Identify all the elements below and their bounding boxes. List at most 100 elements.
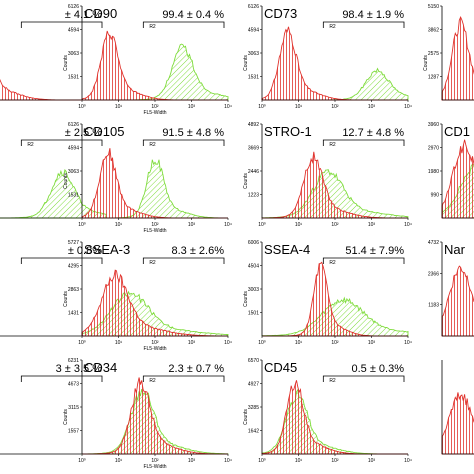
y-tick-label: 4594 [68, 28, 79, 34]
x-tick-label: 10⁴ [224, 458, 232, 464]
y-tick-label: 4594 [68, 146, 79, 152]
x-tick-label: 10⁰ [258, 222, 266, 228]
y-tick-label: 3063 [248, 51, 259, 57]
y-tick-label: 6570 [248, 358, 259, 364]
x-tick-label: 10⁴ [224, 340, 232, 346]
x-tick-label: 10¹ [115, 222, 123, 228]
y-tick-label: 3003 [248, 287, 259, 293]
x-axis-label: FL5-Width [143, 110, 166, 116]
x-tick-label: 10³ [188, 458, 196, 464]
x-tick-label: 10³ [368, 458, 376, 464]
x-tick-label: 10¹ [115, 458, 123, 464]
x-tick-label: 10⁰ [258, 340, 266, 346]
positive-percentage: 3 ± 3.5 % [56, 363, 103, 375]
gate-bracket [322, 375, 405, 382]
x-tick-label: 10³ [368, 340, 376, 346]
y-tick-label: 2575 [428, 51, 439, 57]
histogram-panel: 6126 4594 3063 1531 10⁰ 10¹ 10² 10³ 10⁴ Counts FL5… [63, 122, 232, 234]
positive-percentage: 2.3 ± 0.7 % [168, 363, 224, 375]
y-tick-label: 3063 [68, 51, 79, 57]
x-tick-label: 10⁰ [78, 222, 86, 228]
x-tick-label: 10⁴ [224, 222, 232, 228]
y-axis-label: Counts [63, 173, 69, 189]
y-tick-label: 3115 [68, 405, 79, 411]
positive-percentage: ± 0.8% [68, 245, 102, 257]
x-tick-label: 10² [331, 222, 339, 228]
x-axis-label: FL5-Width [143, 228, 166, 234]
y-tick-label: 1287 [428, 75, 439, 81]
x-axis-label: FL5-Width [143, 346, 166, 352]
positive-percentage: 8.3 ± 2.6% [171, 245, 224, 257]
marker-name: SSEA-3 [84, 242, 130, 257]
isotype-control-histogram [261, 296, 409, 337]
positive-percentage: ± 4.1 % [65, 9, 102, 21]
x-tick-label: 10² [331, 104, 339, 110]
x-tick-label: 10² [331, 340, 339, 346]
y-tick-label: 3063 [68, 169, 79, 175]
x-tick-label: 10⁴ [404, 458, 412, 464]
y-tick-label: 990 [431, 193, 440, 199]
x-tick-label: 10¹ [115, 104, 123, 110]
y-axis-label: Counts [243, 409, 249, 425]
y-axis-label: Counts [63, 291, 69, 307]
histogram-panel: 6126 4594 3063 1531 10⁰ 10¹ 10² 10³ 10⁴ Counts FL5… [63, 4, 232, 116]
y-tick-label: 1501 [248, 311, 259, 317]
gate-bracket [142, 375, 225, 382]
gate-label: R2 [329, 142, 336, 148]
gate-bracket [142, 139, 225, 146]
gate-bracket [142, 257, 225, 264]
marker-name: Nar [444, 242, 466, 257]
gate-bracket [20, 21, 103, 28]
marker-histogram [261, 380, 408, 455]
y-tick-label: 6126 [68, 4, 79, 10]
positive-percentage: 99.4 ± 0.4 % [162, 9, 224, 21]
marker-histogram [441, 139, 474, 219]
x-tick-label: 10³ [188, 104, 196, 110]
y-tick-label: 3285 [248, 405, 259, 411]
gate-bracket [20, 139, 103, 146]
x-tick-label: 10⁴ [404, 222, 412, 228]
marker-histogram [441, 15, 474, 101]
y-axis-label: Counts [423, 55, 429, 71]
histogram-panel: 3960 2970 1980 990 CD1 [428, 122, 474, 219]
marker-name: CD90 [84, 6, 117, 21]
y-tick-label: 1431 [68, 311, 79, 317]
histogram-panel: 5150 3862 2575 1287 Counts [423, 4, 474, 101]
gate-label: R2 [329, 260, 336, 266]
gate-label: R2 [149, 142, 156, 148]
x-tick-label: 10⁰ [78, 458, 86, 464]
x-tick-label: 10⁰ [258, 458, 266, 464]
x-tick-label: 10⁴ [404, 340, 412, 346]
y-tick-label: 1183 [428, 303, 439, 309]
y-tick-label: 2446 [248, 169, 259, 175]
gate-bracket [142, 21, 225, 28]
x-tick-label: 10⁰ [78, 104, 86, 110]
y-tick-label: 6231 [68, 358, 79, 364]
y-tick-label: 2970 [428, 146, 439, 152]
marker-histogram [82, 377, 228, 455]
y-axis-label: Counts [243, 291, 249, 307]
x-tick-label: 10³ [368, 222, 376, 228]
y-tick-label: 1531 [68, 193, 79, 199]
y-tick-label: 3862 [428, 28, 439, 34]
x-tick-label: 10⁰ [258, 104, 266, 110]
gate-label: R2 [329, 378, 336, 384]
marker-name: CD1 [444, 124, 470, 139]
gate-bracket [20, 375, 103, 382]
y-tick-label: 4673 [68, 382, 79, 388]
y-tick-label: 1557 [68, 429, 79, 435]
y-tick-label: 5150 [428, 4, 439, 10]
x-tick-label: 10² [151, 458, 159, 464]
marker-histogram [441, 265, 474, 337]
positive-percentage: ± 2.5 % [65, 127, 102, 139]
x-tick-label: 10² [151, 340, 159, 346]
marker-name: CD45 [264, 360, 297, 375]
positive-percentage: 98.4 ± 1.9 % [342, 9, 404, 21]
y-tick-label: 5727 [68, 240, 79, 246]
gate-label: R2 [329, 24, 336, 30]
x-tick-label: 10¹ [295, 340, 303, 346]
y-axis-label: Counts [63, 55, 69, 71]
gate-bracket [20, 257, 103, 264]
gate-bracket [322, 257, 405, 264]
